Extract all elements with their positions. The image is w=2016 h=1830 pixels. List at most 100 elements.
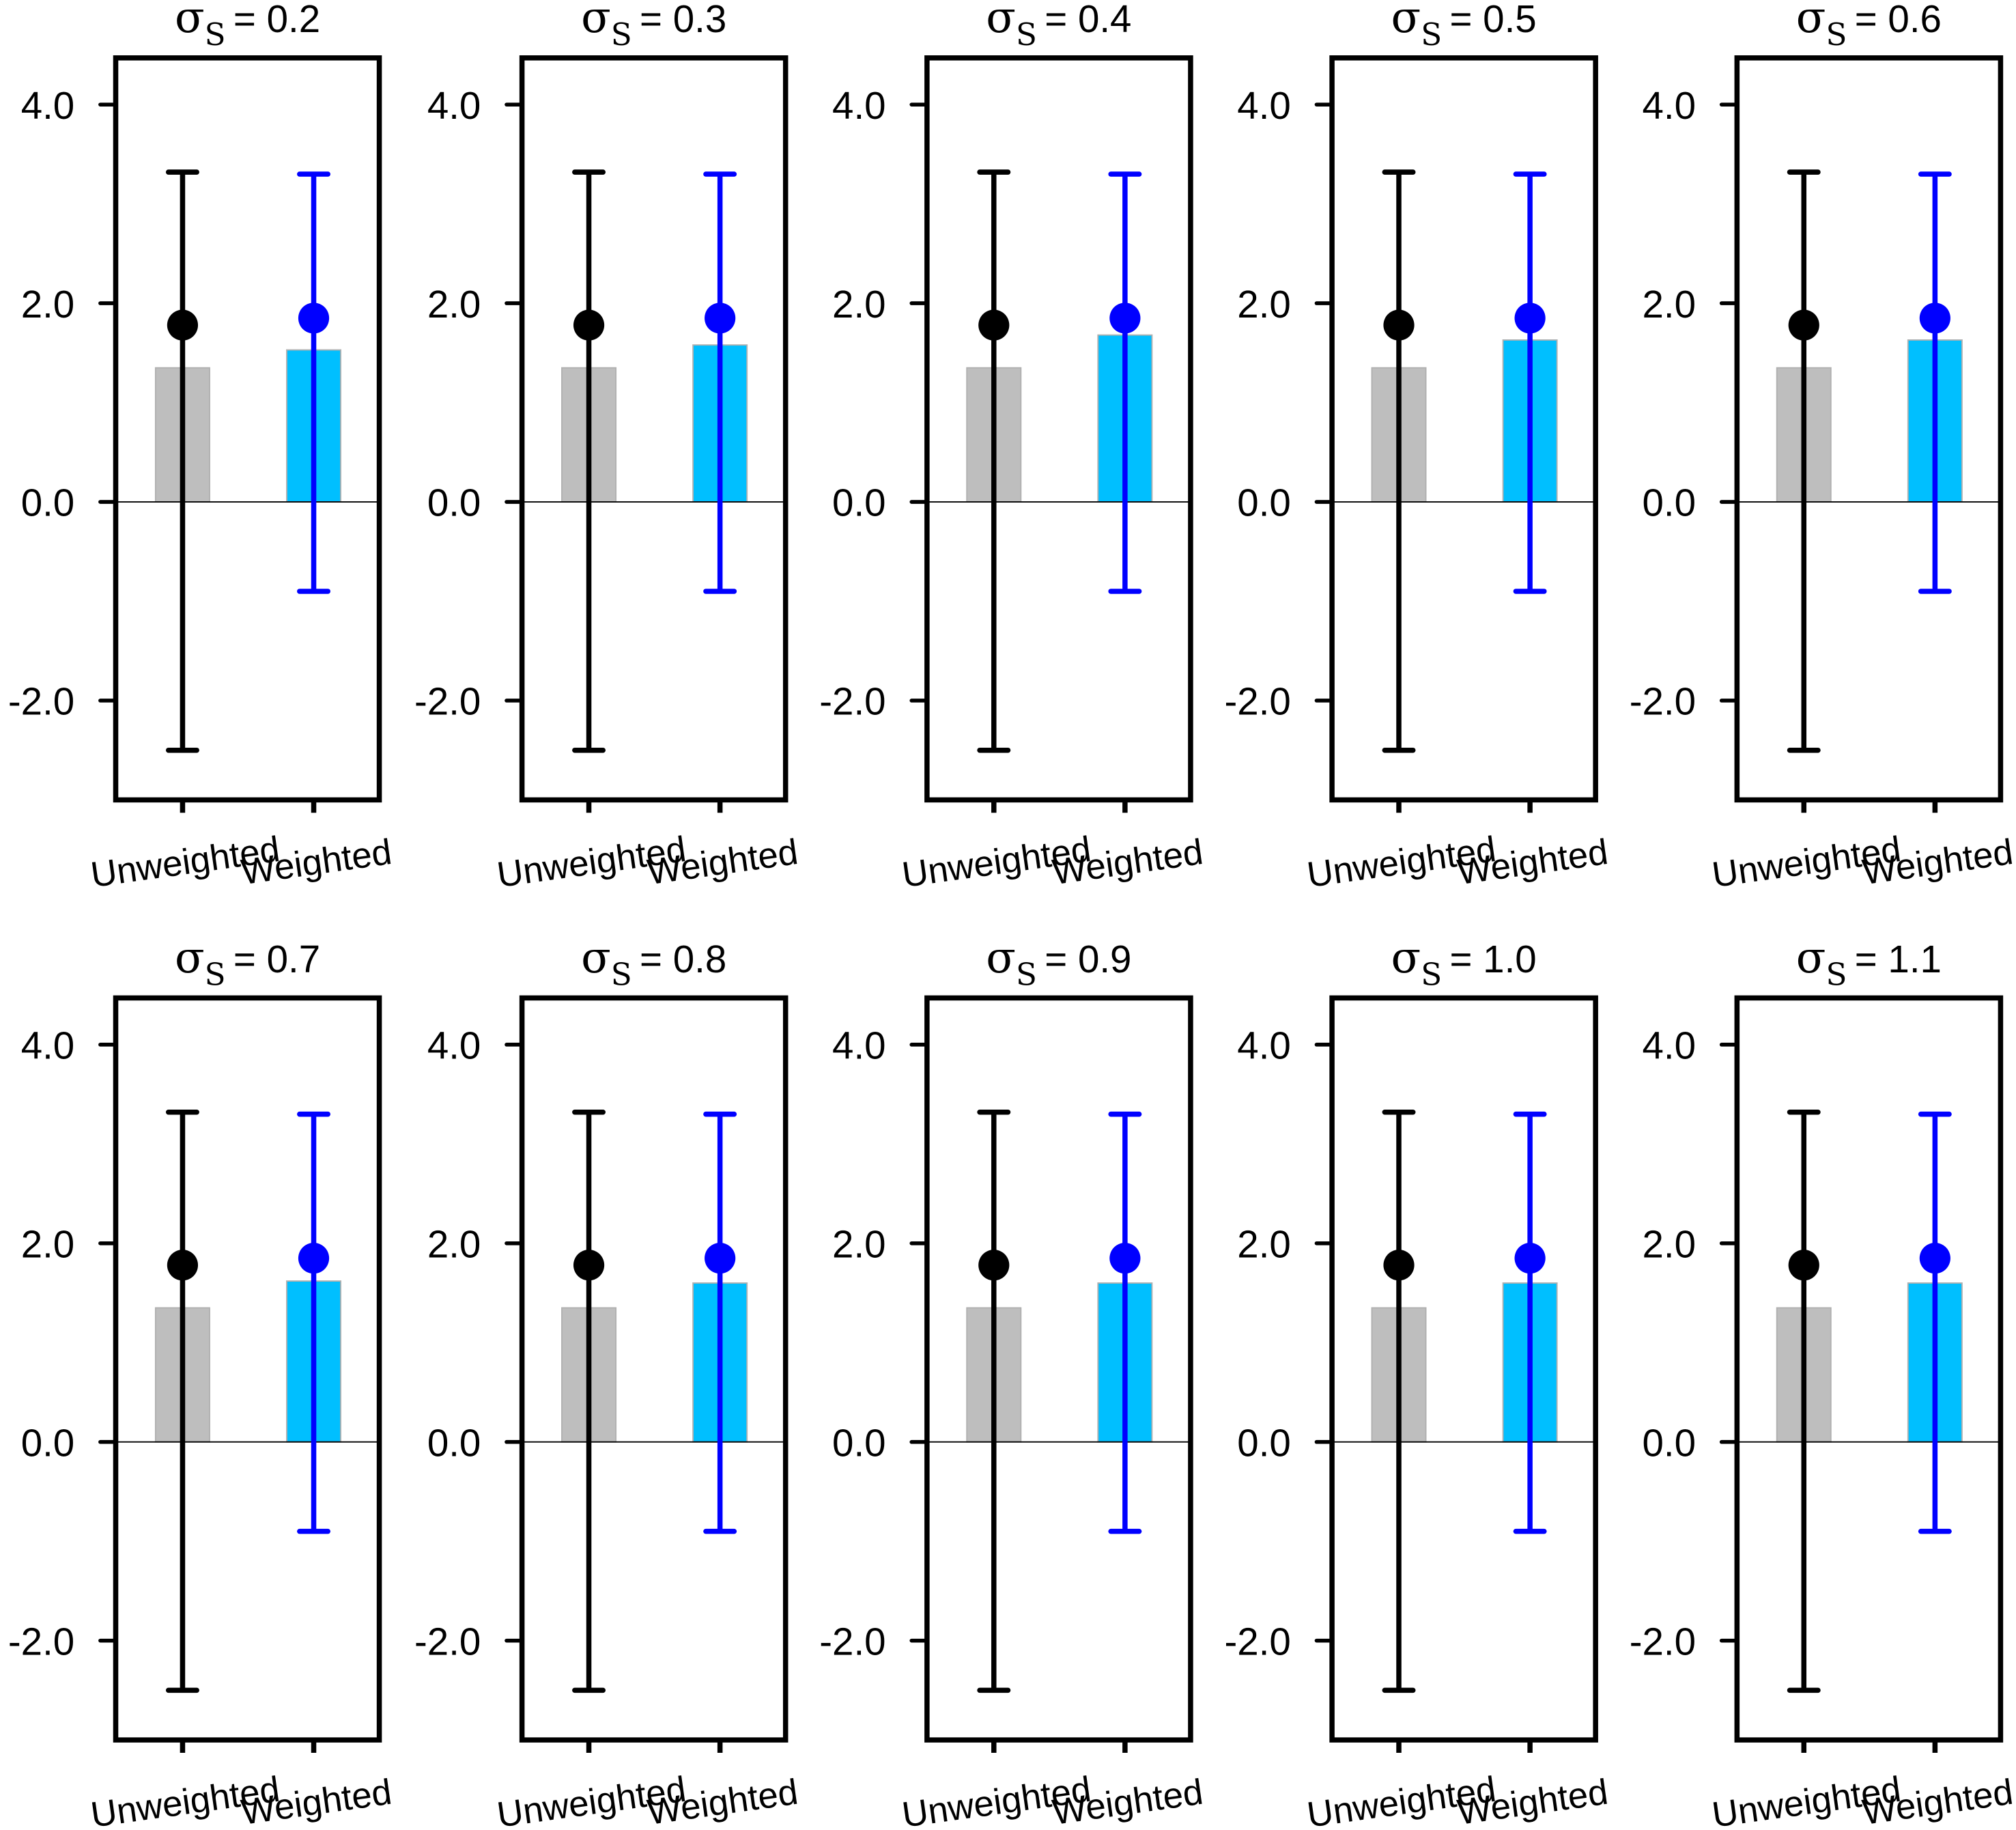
y-tick-label: 2.0 [1237, 1222, 1291, 1265]
panel-title: σS = 0.4 [986, 0, 1131, 53]
title-subscript: S [1016, 16, 1037, 53]
y-tick-label: -2.0 [1630, 680, 1696, 723]
y-tick-label: 0.0 [1643, 1421, 1696, 1464]
y-tick-label: -2.0 [1224, 680, 1290, 723]
mean-point-unweighted [1383, 309, 1415, 341]
y-tick-label: -2.0 [8, 1620, 74, 1663]
title-sigma: σ [1391, 0, 1421, 43]
plot-frame [113, 995, 382, 1743]
mean-point-weighted [705, 302, 736, 334]
plot-frame [519, 55, 789, 803]
title-value: = 0.9 [1045, 938, 1131, 981]
mean-point-weighted [1919, 302, 1950, 334]
mean-point-unweighted [978, 1250, 1010, 1281]
panel-title: σS = 1.1 [1796, 933, 1942, 993]
panel-title: σS = 0.6 [1796, 0, 1942, 53]
y-tick-label: 2.0 [1643, 1222, 1696, 1265]
y-tick-label: 2.0 [832, 1222, 886, 1265]
panel-title: σS = 0.7 [175, 933, 320, 993]
y-tick-label: 0.0 [1237, 481, 1291, 524]
panel-title: σS = 0.2 [175, 0, 320, 53]
mean-point-weighted [298, 302, 330, 334]
y-tick-label: 4.0 [427, 84, 481, 127]
mean-point-unweighted [1383, 1250, 1415, 1281]
y-tick-label: 0.0 [427, 481, 481, 524]
mean-point-weighted [1514, 302, 1546, 334]
mean-point-unweighted [1788, 1250, 1819, 1281]
plot-frame [924, 995, 1193, 1743]
title-subscript: S [611, 957, 632, 993]
plot-frame [1734, 995, 2004, 1743]
mean-point-weighted [705, 1243, 736, 1274]
title-value: = 0.6 [1855, 0, 1942, 40]
panel-title: σS = 0.9 [986, 933, 1131, 993]
y-tick-label: -2.0 [8, 680, 74, 723]
mean-point-unweighted [167, 1250, 199, 1281]
title-sigma: σ [1391, 933, 1421, 983]
panel-title: σS = 0.3 [581, 0, 726, 53]
y-tick-label: -2.0 [819, 1620, 885, 1663]
title-value: = 0.8 [640, 938, 726, 981]
title-sigma: σ [986, 0, 1016, 43]
plot-frame [1329, 55, 1598, 803]
title-subscript: S [1826, 16, 1847, 53]
title-subscript: S [205, 957, 226, 993]
y-tick-label: -2.0 [1630, 1620, 1696, 1663]
y-tick-label: 4.0 [832, 1024, 886, 1067]
y-tick-label: 0.0 [1237, 1421, 1291, 1464]
panel-title: σS = 0.8 [581, 933, 726, 993]
title-subscript: S [1421, 957, 1442, 993]
y-tick-label: 0.0 [832, 481, 886, 524]
mean-point-unweighted [573, 1250, 605, 1281]
title-value: = 0.5 [1450, 0, 1537, 40]
plot-frame [924, 55, 1193, 803]
y-tick-label: 4.0 [427, 1024, 481, 1067]
panel-title: σS = 1.0 [1391, 933, 1537, 993]
title-sigma: σ [1796, 933, 1826, 983]
title-value: = 0.2 [233, 0, 320, 40]
y-tick-label: 2.0 [1237, 283, 1291, 326]
y-tick-label: 0.0 [832, 1421, 886, 1464]
mean-point-unweighted [978, 309, 1010, 341]
y-tick-label: 4.0 [21, 84, 75, 127]
y-tick-label: 4.0 [1237, 84, 1291, 127]
title-subscript: S [1421, 16, 1442, 53]
y-tick-label: 2.0 [21, 1222, 75, 1265]
plot-frame [113, 55, 382, 803]
mean-point-weighted [1919, 1243, 1950, 1274]
y-tick-label: 0.0 [21, 1421, 75, 1464]
plot-frame [1329, 995, 1598, 1743]
y-tick-label: 4.0 [1237, 1024, 1291, 1067]
mean-point-unweighted [1788, 309, 1819, 341]
plot-frame [1734, 55, 2004, 803]
title-sigma: σ [175, 933, 205, 983]
title-value: = 0.4 [1045, 0, 1131, 40]
title-subscript: S [205, 16, 226, 53]
y-tick-label: 2.0 [21, 283, 75, 326]
title-sigma: σ [581, 933, 611, 983]
y-tick-label: 2.0 [832, 283, 886, 326]
title-value: = 0.7 [233, 938, 320, 981]
title-sigma: σ [175, 0, 205, 43]
y-tick-label: 2.0 [1643, 283, 1696, 326]
mean-point-unweighted [573, 309, 605, 341]
mean-point-weighted [1514, 1243, 1546, 1274]
mean-point-weighted [298, 1243, 330, 1274]
y-tick-label: -2.0 [414, 680, 481, 723]
title-value: = 0.3 [640, 0, 726, 40]
title-subscript: S [1016, 957, 1037, 993]
y-tick-label: 4.0 [1643, 84, 1696, 127]
title-value: = 1.0 [1450, 938, 1537, 981]
title-value: = 1.1 [1855, 938, 1942, 981]
